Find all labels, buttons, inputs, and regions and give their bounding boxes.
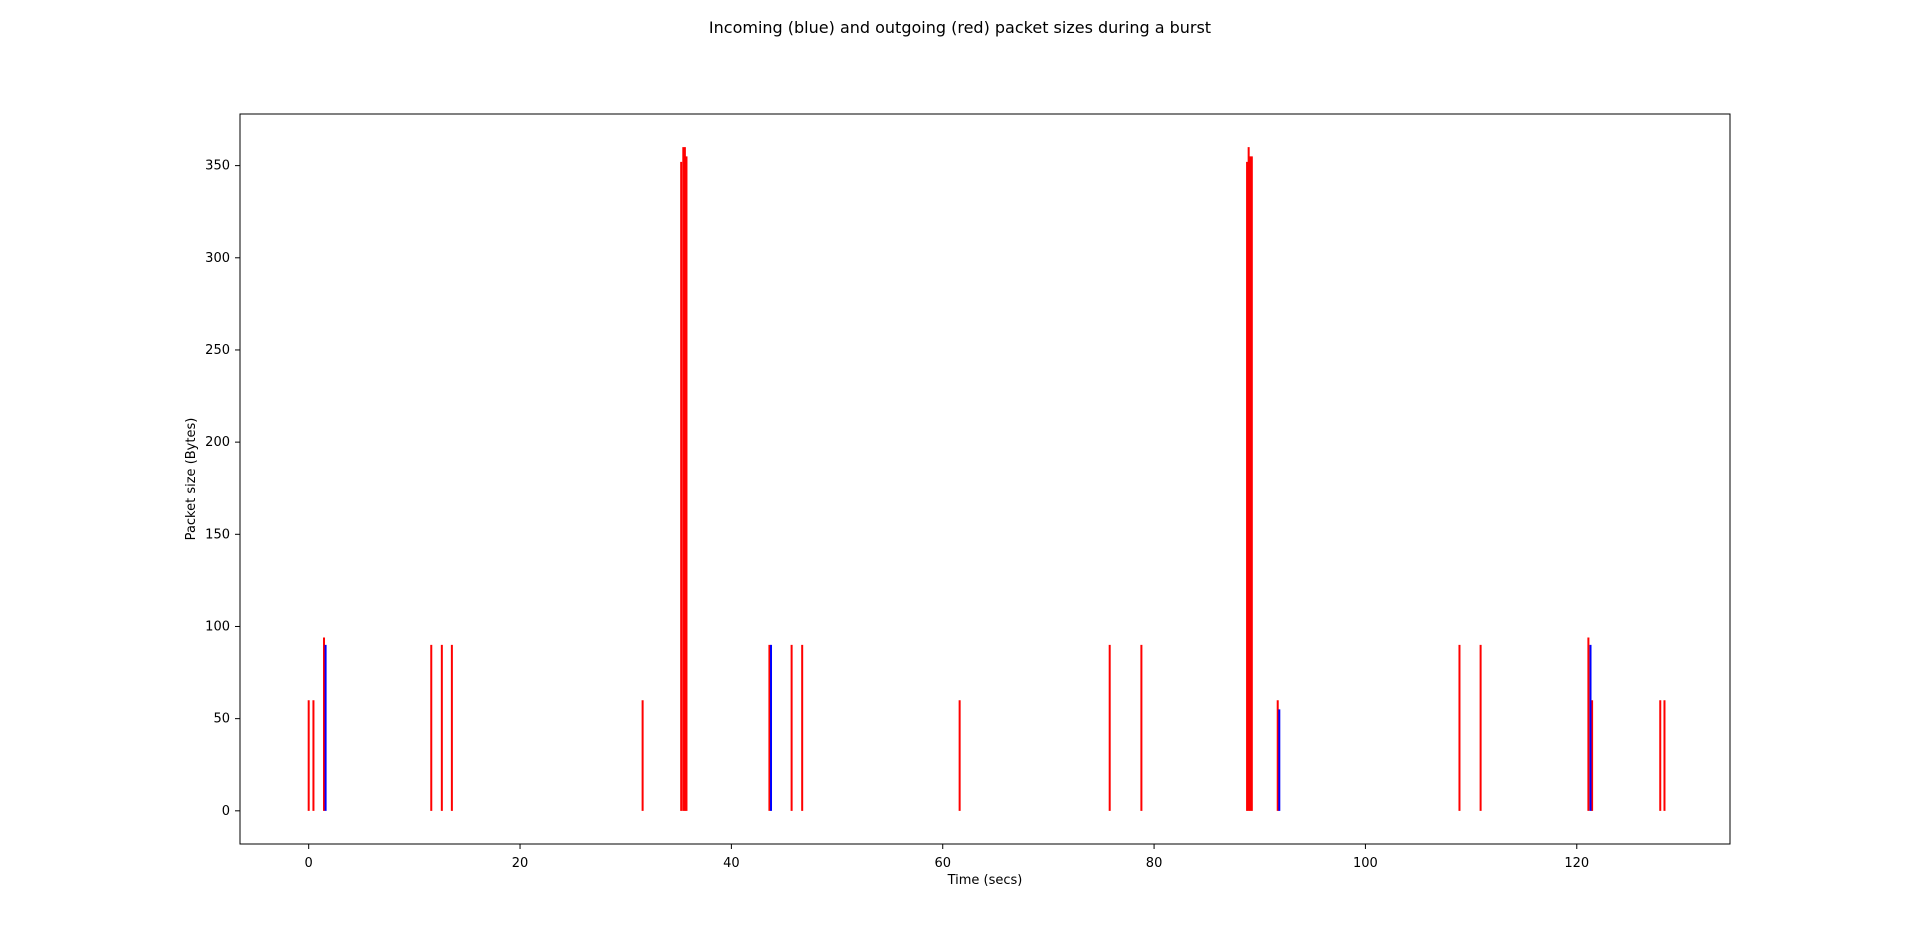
x-tick-label: 60 xyxy=(934,856,951,871)
y-axis-label: Packet size (Bytes) xyxy=(184,418,199,541)
x-tick-label: 80 xyxy=(1146,856,1163,871)
y-tick-label: 250 xyxy=(205,343,230,358)
y-tick-label: 0 xyxy=(222,804,230,819)
x-axis-label: Time (secs) xyxy=(947,873,1023,888)
y-tick-label: 100 xyxy=(205,619,230,634)
chart-title: Incoming (blue) and outgoing (red) packe… xyxy=(709,18,1211,37)
y-tick-label: 150 xyxy=(205,527,230,542)
x-axis-ticks: 0 20 40 60 80 100 120 xyxy=(305,844,1589,871)
x-tick-label: 0 xyxy=(305,856,313,871)
y-tick-label: 50 xyxy=(213,712,230,727)
x-tick-label: 40 xyxy=(723,856,740,871)
plot-area xyxy=(239,113,1731,845)
x-tick-label: 100 xyxy=(1353,856,1378,871)
y-axis-ticks: 0 50 100 150 200 250 300 350 xyxy=(205,159,240,819)
x-tick-label: 20 xyxy=(512,856,529,871)
packet-bars xyxy=(307,147,1666,811)
y-tick-label: 350 xyxy=(205,159,230,174)
x-tick-label: 120 xyxy=(1564,856,1589,871)
y-tick-label: 200 xyxy=(205,435,230,450)
y-tick-label: 300 xyxy=(205,251,230,266)
